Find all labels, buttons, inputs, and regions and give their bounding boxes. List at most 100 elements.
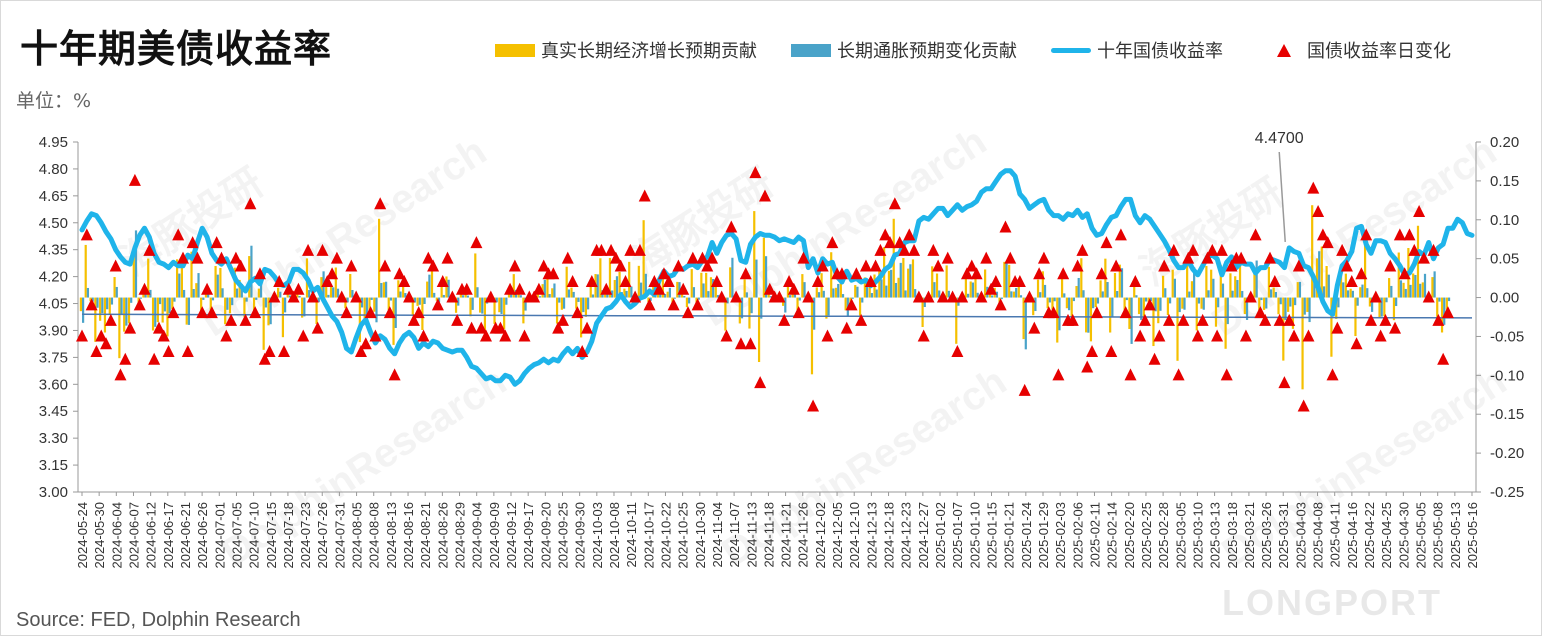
legend-swatch-daily-change <box>1277 43 1291 57</box>
left-tick-label: 3.30 <box>39 430 68 447</box>
bar-inflation <box>1289 297 1292 307</box>
bar-real-growth <box>589 285 592 298</box>
bar-inflation <box>192 288 195 298</box>
bar-real-growth <box>1440 297 1444 333</box>
x-tick-label: 2024-09-30 <box>573 502 588 569</box>
daily-change-marker <box>1071 259 1084 272</box>
x-tick-label: 2024-06-26 <box>195 502 210 569</box>
bar-inflation <box>154 297 157 327</box>
bar-real-growth <box>700 272 703 298</box>
bar-inflation <box>168 297 171 314</box>
bar-real-growth <box>507 292 511 298</box>
bar-real-growth <box>863 277 866 298</box>
x-tick-label: 2024-08-08 <box>367 502 382 569</box>
daily-change-marker <box>431 298 444 311</box>
bar-inflation <box>663 294 667 298</box>
bar-inflation <box>904 290 907 298</box>
legend-item-yield-line[interactable]: 十年国债收益率 <box>1051 37 1223 63</box>
bar-real-growth <box>897 277 900 298</box>
bar-inflation <box>798 297 801 301</box>
bar-inflation <box>125 297 128 326</box>
daily-change-marker <box>518 329 531 342</box>
bar-real-growth <box>1065 297 1068 309</box>
bar-inflation <box>707 291 710 298</box>
bar-inflation <box>1404 288 1407 298</box>
bar-real-growth <box>459 292 462 298</box>
bar-inflation <box>1159 297 1162 311</box>
daily-change-marker <box>152 321 165 334</box>
bar-inflation <box>764 256 768 298</box>
bar-inflation <box>1067 297 1071 311</box>
bar-real-growth <box>334 267 337 298</box>
bar-inflation <box>1140 297 1143 320</box>
bar-real-growth <box>661 277 664 298</box>
bar-inflation <box>611 290 614 298</box>
daily-change-marker <box>532 282 545 295</box>
bar-inflation <box>851 297 854 299</box>
daily-change-marker <box>609 251 622 264</box>
bar-inflation <box>740 297 744 319</box>
bar-real-growth <box>1258 297 1261 311</box>
bar-inflation <box>1385 297 1388 303</box>
daily-change-marker <box>306 290 319 303</box>
bar-real-growth <box>1060 278 1064 298</box>
x-tick-label: 2024-09-04 <box>470 502 485 569</box>
bar-real-growth <box>190 251 193 298</box>
daily-change-marker <box>677 282 690 295</box>
left-tick-label: 3.00 <box>39 484 68 501</box>
daily-change-marker <box>1384 259 1397 272</box>
bar-real-growth <box>1306 297 1309 312</box>
bar-real-growth <box>1085 297 1088 333</box>
bar-inflation <box>1380 297 1383 317</box>
bar-real-growth <box>1229 273 1232 298</box>
bar-real-growth <box>79 297 82 312</box>
legend-item-daily-change[interactable]: 国债收益率日变化 <box>1257 37 1451 63</box>
bar-inflation <box>1443 297 1446 325</box>
daily-change-marker <box>316 243 329 256</box>
bar-inflation <box>1010 291 1013 298</box>
daily-change-marker <box>1249 228 1262 241</box>
daily-change-marker <box>1105 345 1118 357</box>
x-tick-label: 2024-07-23 <box>298 502 313 569</box>
bar-real-growth <box>402 286 405 298</box>
bar-real-growth <box>1075 286 1078 298</box>
daily-change-marker <box>547 267 560 280</box>
bar-inflation <box>1303 297 1306 315</box>
bar-real-growth <box>1325 266 1328 298</box>
bar-inflation <box>1337 297 1340 308</box>
bar-real-growth <box>1003 261 1006 298</box>
bar-real-growth <box>1277 297 1280 315</box>
bar-inflation <box>476 287 479 298</box>
bar-real-growth <box>854 285 857 298</box>
bar-inflation <box>216 274 219 298</box>
daily-change-marker <box>633 243 646 256</box>
daily-change-marker <box>855 313 868 326</box>
legend-item-real-growth[interactable]: 真实长期经济增长预期贡献 <box>495 37 757 63</box>
daily-change-marker <box>446 290 459 303</box>
daily-change-marker <box>364 306 377 319</box>
bar-inflation <box>279 291 282 298</box>
daily-change-marker <box>100 337 113 350</box>
bar-real-growth <box>1147 297 1150 302</box>
bar-inflation <box>457 297 460 306</box>
bar-inflation <box>1077 277 1080 298</box>
bar-inflation <box>1346 290 1350 298</box>
bar-inflation <box>1019 295 1023 298</box>
bar-real-growth <box>618 271 621 298</box>
legend-item-inflation[interactable]: 长期通胀预期变化贡献 <box>791 37 1017 63</box>
daily-change-marker <box>311 321 324 334</box>
bar-inflation <box>380 282 383 298</box>
daily-change-marker <box>157 329 170 342</box>
bar-inflation <box>1087 297 1090 333</box>
yield-line <box>79 168 1475 387</box>
bar-real-growth <box>228 297 232 314</box>
daily-change-marker <box>888 197 901 210</box>
bar-inflation <box>394 297 397 328</box>
bar-inflation <box>726 297 729 304</box>
right-tick-label: -0.25 <box>1490 484 1524 501</box>
bar-inflation <box>139 297 142 299</box>
brand-watermark: LONGPORT <box>1222 582 1442 623</box>
bar-inflation <box>1231 290 1234 298</box>
bar-real-growth <box>469 297 472 317</box>
